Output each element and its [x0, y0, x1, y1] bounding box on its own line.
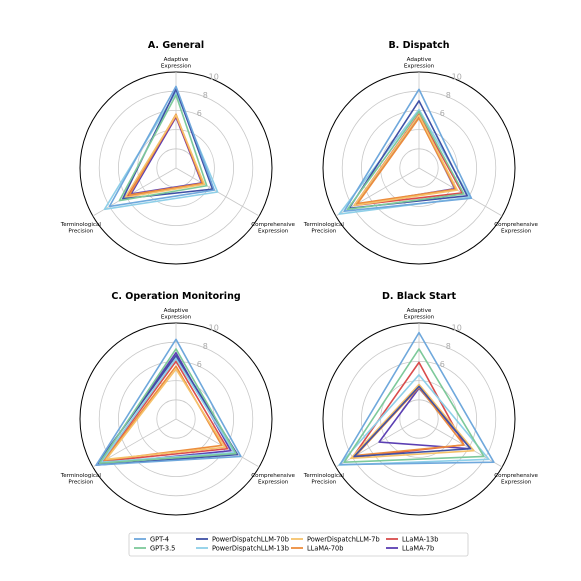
radial-tick-label: 8 [203, 91, 208, 100]
radial-tick-label: 8 [446, 91, 451, 100]
legend-label: GPT-4 [150, 535, 169, 543]
axis-label-adaptive: Adaptive Expression [161, 57, 192, 69]
radial-tick-label: 10 [209, 324, 219, 333]
spoke [92, 167, 177, 217]
series-powerdispatchllm-13b [100, 357, 235, 464]
series-gpt-4 [95, 338, 242, 466]
legend-item-llama-70b: LLaMA-70b [291, 544, 343, 552]
legend-item-powerdispatchllm-13b: PowerDispatchLLM-13b [196, 544, 289, 552]
legend-item-gpt-4: GPT-4 [134, 535, 169, 543]
series-llama-70b [356, 117, 457, 205]
series-llama-13b [102, 360, 229, 463]
panel-title: D. Black Start [382, 291, 456, 302]
axis-label-terminological: Terminological Precision [303, 473, 345, 485]
spoke [175, 418, 260, 468]
legend-box [128, 532, 469, 557]
radial-tick-label: 6 [197, 109, 202, 118]
series-powerdispatchllm-7b [124, 114, 206, 199]
radial-tick-label: 10 [452, 73, 462, 82]
legend-item-powerdispatchllm-70b: PowerDispatchLLM-70b [196, 535, 289, 543]
radial-tick-label: 6 [440, 360, 445, 369]
series-powerdispatchllm-7b [353, 114, 459, 207]
radial-tick-label: 10 [452, 324, 462, 333]
series-gpt-3-5 [346, 110, 465, 211]
axis-label-terminological: Terminological Precision [60, 222, 102, 234]
legend-item-powerdispatchllm-7b: PowerDispatchLLM-7b [291, 535, 380, 543]
axis-label-comprehensive: Comprehensive Expression [494, 473, 538, 485]
legend-label: PowerDispatchLLM-7b [307, 535, 380, 543]
axis-label-terminological: Terminological Precision [60, 473, 102, 485]
axis-label-comprehensive: Comprehensive Expression [494, 222, 538, 234]
series-powerdispatchllm-70b [95, 354, 239, 466]
axis-label-comprehensive: Comprehensive Expression [251, 473, 295, 485]
series-powerdispatchllm-7b [105, 368, 226, 461]
series-powerdispatchllm-70b [353, 385, 472, 458]
spoke [335, 418, 420, 468]
series-gpt-3-5 [343, 348, 485, 464]
panel-title: C. Operation Monitoring [111, 291, 240, 302]
radial-tick-label: 8 [203, 342, 208, 351]
legend-label: LLaMA-70b [307, 544, 343, 552]
series-powerdispatchllm-13b [338, 374, 490, 466]
series-powerdispatchllm-70b [348, 100, 469, 210]
series-gpt-3-5 [118, 94, 208, 202]
series-gpt-3-5 [98, 348, 237, 464]
radial-tick-label: 6 [197, 360, 202, 369]
series-gpt-4 [343, 88, 473, 212]
series-gpt-4 [108, 85, 216, 208]
series-powerdispatchllm-7b [350, 383, 475, 460]
radial-tick-label: 10 [209, 73, 219, 82]
legend-item-gpt-3-5: GPT-3.5 [134, 544, 175, 552]
axis-label-terminological: Terminological Precision [303, 222, 345, 234]
axis-label-adaptive: Adaptive Expression [404, 57, 435, 69]
series-gpt-4 [339, 331, 495, 466]
legend-label: GPT-3.5 [150, 544, 175, 552]
radial-tick-label: 6 [440, 109, 445, 118]
legend-label: LLaMA-13b [402, 535, 438, 543]
legend-label: LLaMA-7b [402, 544, 434, 552]
legend-label: PowerDispatchLLM-13b [212, 544, 289, 552]
legend: GPT-4GPT-3.5PowerDispatchLLM-70bPowerDis… [128, 532, 469, 557]
panel-title: A. General [148, 40, 204, 51]
radial-tick-label: 8 [446, 342, 451, 351]
legend-label: PowerDispatchLLM-70b [212, 535, 289, 543]
panel-title: B. Dispatch [388, 40, 449, 51]
legend-item-llama-7b: LLaMA-7b [386, 544, 434, 552]
axis-label-adaptive: Adaptive Expression [161, 308, 192, 320]
axis-label-comprehensive: Comprehensive Expression [251, 222, 295, 234]
legend-item-llama-13b: LLaMA-13b [386, 535, 438, 543]
spoke [418, 167, 503, 217]
axis-label-adaptive: Adaptive Expression [404, 308, 435, 320]
